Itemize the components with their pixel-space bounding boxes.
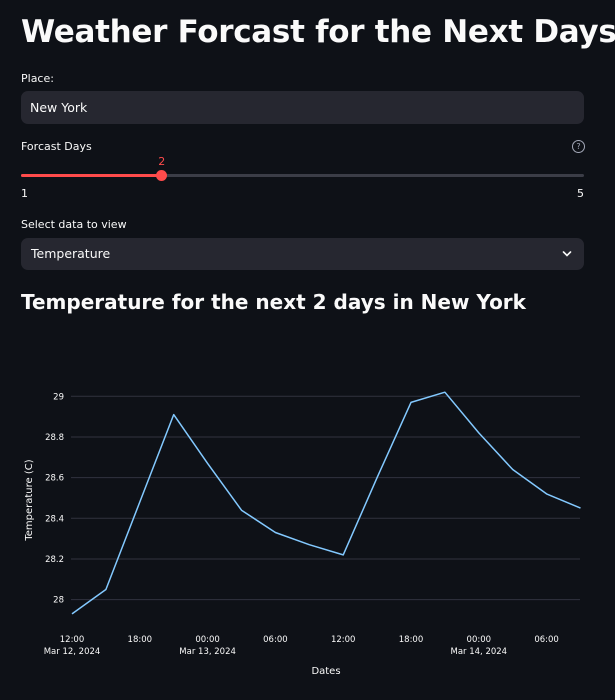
x-tick-date-label: Mar 13, 2024 xyxy=(179,647,236,657)
chevron-down-icon[interactable] xyxy=(562,238,572,282)
question-circle-icon[interactable]: ? xyxy=(572,140,585,153)
y-tick-label: 28.4 xyxy=(45,514,64,524)
x-tick-label: 12:00 xyxy=(60,635,85,645)
slider-max-label: 5 xyxy=(577,187,584,200)
x-tick-label: 12:00 xyxy=(331,635,356,645)
forecast-days-slider-thumb[interactable] xyxy=(156,170,168,181)
x-tick-label: 00:00 xyxy=(195,635,220,645)
page-title: Weather Forcast for the Next Days xyxy=(21,14,615,50)
temperature-series-line xyxy=(71,391,581,615)
x-tick-label: 18:00 xyxy=(128,635,153,645)
x-axis-title: Dates xyxy=(311,666,340,677)
y-tick-label: 28.6 xyxy=(45,474,64,484)
x-tick-label: 06:00 xyxy=(263,635,288,645)
place-label: Place: xyxy=(21,72,54,85)
y-tick-label: 28.2 xyxy=(45,555,64,565)
forecast-days-label: Forcast Days xyxy=(21,140,92,153)
y-tick-label: 28 xyxy=(53,596,64,606)
y-tick-label: 28.8 xyxy=(45,433,64,443)
x-tick-label: 18:00 xyxy=(399,635,424,645)
data-select-dropdown[interactable]: Temperature xyxy=(21,238,584,270)
slider-min-label: 1 xyxy=(21,187,28,200)
chart-title: Temperature for the next 2 days in New Y… xyxy=(21,290,526,314)
data-select-label: Select data to view xyxy=(21,218,127,231)
x-tick-label: 00:00 xyxy=(467,635,492,645)
x-tick-date-label: Mar 14, 2024 xyxy=(451,647,508,657)
x-tick-date-label: Mar 12, 2024 xyxy=(44,647,101,657)
forecast-days-slider-fill xyxy=(21,174,162,177)
data-select-value: Temperature xyxy=(31,246,111,261)
x-tick-label: 06:00 xyxy=(534,635,559,645)
y-axis-title: Temperature (C) xyxy=(24,459,35,541)
place-input[interactable]: New York xyxy=(21,91,584,124)
forecast-days-slider-value: 2 xyxy=(158,155,166,168)
y-tick-label: 29 xyxy=(53,392,64,402)
temperature-line-chart: 28 28.2 28.4 28.6 28.8 29 12:00 Mar 12, 2024 18:… xyxy=(24,391,581,677)
forecast-days-slider-track[interactable] xyxy=(21,174,584,177)
